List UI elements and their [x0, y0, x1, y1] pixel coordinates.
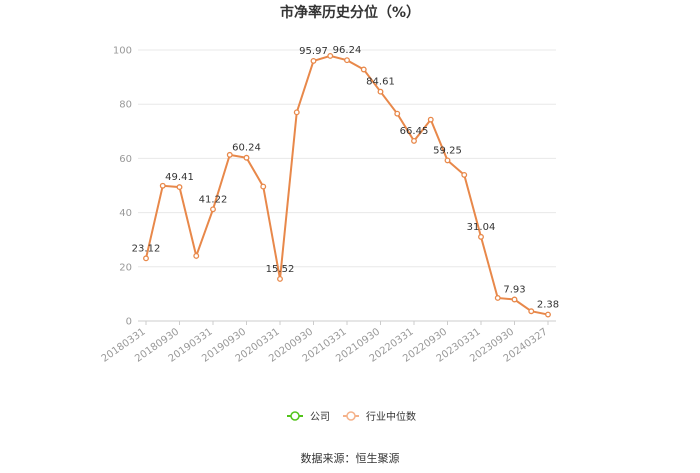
data-point[interactable]: [243, 154, 250, 161]
data-point[interactable]: [344, 57, 350, 64]
circle-line-icon: [290, 411, 300, 421]
x-axis: 2018033120180930201903312019093020200331…: [100, 321, 550, 365]
data-label: 49.41: [165, 172, 194, 183]
data-point[interactable]: [478, 233, 484, 240]
legend-item-industry-median[interactable]: 行业中位数: [343, 410, 416, 423]
y-tick-label: 100: [113, 46, 132, 57]
data-point[interactable]: [277, 275, 283, 282]
data-point[interactable]: [528, 308, 535, 315]
y-tick-label: 80: [119, 100, 132, 111]
data-labels: 23.12 49.41 41.22 60.24 15.52 95.97 96.24 84.61…: [132, 45, 559, 310]
data-point[interactable]: [193, 253, 200, 259]
legend-item-company[interactable]: 公司: [287, 411, 330, 423]
data-point[interactable]: [143, 255, 149, 262]
legend[interactable]: 公司 行业中位数: [287, 410, 416, 423]
data-label: 15.52: [266, 264, 295, 275]
data-label: 95.97: [299, 46, 328, 57]
data-label: 59.25: [433, 145, 462, 156]
data-label: 23.12: [132, 243, 161, 254]
series-line-path: [145, 54, 549, 316]
data-point[interactable]: [494, 295, 501, 301]
data-point[interactable]: [310, 57, 317, 64]
data-point[interactable]: [210, 206, 216, 213]
data-label: 41.22: [199, 194, 228, 205]
data-point[interactable]: [394, 110, 401, 117]
data-label: 84.61: [366, 77, 395, 88]
y-tick-label: 60: [119, 154, 132, 165]
circle-line-icon: [346, 411, 356, 421]
legend-company-label: 公司: [310, 412, 330, 423]
data-label: 96.24: [333, 45, 362, 56]
data-point[interactable]: [176, 184, 183, 191]
data-label: 31.04: [467, 222, 496, 233]
data-label: 7.93: [503, 285, 525, 296]
grid-lines: [138, 49, 556, 322]
data-point[interactable]: [377, 88, 384, 95]
data-label: 66.45: [400, 126, 429, 137]
chart-title: 市净率历史分位（%）: [280, 4, 420, 21]
data-point[interactable]: [411, 137, 417, 144]
data-point[interactable]: [511, 296, 518, 303]
y-tick-label: 20: [119, 262, 132, 273]
y-tick-label: 0: [126, 317, 132, 328]
data-point[interactable]: [427, 116, 434, 123]
data-label: 60.24: [232, 143, 261, 154]
data-point[interactable]: [545, 311, 551, 318]
data-point[interactable]: [444, 157, 451, 164]
y-axis: 0 20 40 60 80 100: [113, 46, 132, 328]
source-note: 数据来源：恒生聚源: [301, 451, 400, 465]
data-point[interactable]: [360, 66, 367, 73]
data-point[interactable]: [159, 182, 166, 189]
data-label: 2.38: [537, 300, 559, 311]
data-point[interactable]: [226, 151, 233, 158]
y-tick-label: 40: [119, 208, 132, 219]
series-line: [143, 53, 551, 318]
data-point[interactable]: [461, 171, 468, 178]
legend-industry-label: 行业中位数: [366, 410, 416, 423]
data-point[interactable]: [327, 53, 334, 59]
data-point[interactable]: [293, 109, 300, 116]
data-point[interactable]: [260, 183, 267, 190]
